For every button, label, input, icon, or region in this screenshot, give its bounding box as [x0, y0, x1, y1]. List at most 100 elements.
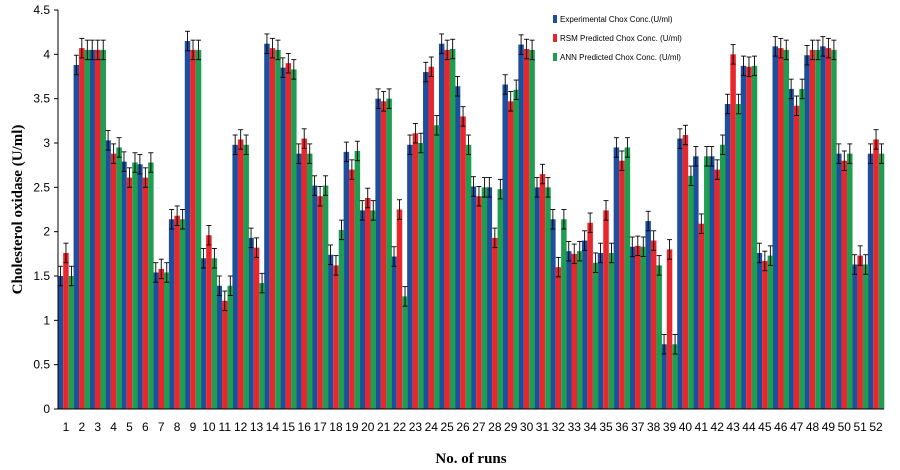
error-bar: [857, 245, 863, 266]
error-bar: [799, 78, 805, 100]
bar-series-1-run-39: [661, 344, 667, 409]
error-bar: [476, 185, 482, 207]
bar-series-3-run-35: [608, 252, 615, 409]
error-bar: [164, 262, 170, 283]
error-bar: [709, 146, 715, 167]
bar-series-1-run-18: [327, 254, 334, 409]
error-bar: [296, 143, 302, 164]
bar-series-3-run-45: [767, 255, 774, 409]
bar-series-1-run-27: [470, 186, 477, 409]
y-tick-label: 1: [43, 313, 50, 327]
x-tick-label: 15: [282, 420, 296, 434]
bar-series-2-run-34: [587, 222, 593, 409]
error-bar: [598, 242, 604, 264]
x-tick-label: 29: [504, 420, 518, 434]
error-bar: [492, 227, 498, 249]
bar-series-3-run-23: [418, 143, 424, 409]
bars-layer: [57, 41, 885, 410]
bar-series-1-run-31: [534, 187, 540, 409]
y-tick-label: 3.5: [33, 92, 50, 106]
error-bar: [688, 165, 694, 187]
bar-series-2-run-27: [476, 196, 482, 409]
bar-series-3-run-33: [577, 251, 583, 409]
error-bar: [582, 230, 588, 251]
bar-series-3-run-20: [370, 210, 376, 409]
x-tick-label: 14: [266, 420, 280, 434]
error-bar: [397, 199, 403, 220]
error-bar: [327, 244, 333, 265]
bar-series-1-run-52: [867, 153, 874, 409]
bar-series-3-run-11: [227, 285, 234, 409]
error-bar: [873, 129, 879, 150]
x-tick-label: 22: [393, 420, 407, 434]
bar-series-3-run-30: [529, 49, 535, 410]
bar-series-1-run-23: [407, 144, 413, 410]
bar-series-3-run-32: [561, 219, 567, 409]
error-bar: [470, 176, 476, 197]
bar-series-2-run-45: [762, 260, 768, 409]
x-tick-label: 7: [158, 420, 165, 434]
error-bar: [412, 123, 418, 144]
error-bar: [667, 239, 673, 260]
error-bar: [121, 151, 127, 172]
x-tick-label: 4: [110, 420, 117, 434]
bar-series-3-run-44: [751, 65, 758, 410]
bar-series-2-run-13: [253, 247, 260, 409]
error-bar: [450, 38, 456, 60]
error-bar: [148, 152, 154, 173]
x-tick-label: 16: [298, 420, 312, 434]
x-tick-label: 52: [869, 420, 883, 434]
error-bar: [524, 38, 530, 60]
bar-series-1-run-4: [105, 140, 111, 409]
bar-series-3-run-3: [100, 49, 106, 410]
bar-series-1-run-3: [89, 49, 95, 410]
error-bar: [174, 205, 180, 226]
error-bar: [338, 219, 344, 241]
error-bar: [206, 225, 212, 246]
x-tick-label: 3: [94, 420, 101, 434]
error-bar: [577, 240, 583, 262]
x-tick-label: 38: [647, 420, 661, 434]
bar-series-2-run-23: [412, 133, 419, 409]
y-tick-label: 0: [43, 402, 50, 416]
bar-series-1-run-14: [264, 43, 270, 410]
x-tick-label: 24: [425, 420, 439, 434]
error-bar: [434, 115, 440, 136]
bar-series-2-run-25: [444, 49, 450, 410]
bar-series-2-run-6: [142, 177, 149, 409]
bar-series-3-run-10: [211, 258, 218, 409]
error-bar: [211, 248, 217, 269]
x-tick-label: 46: [774, 420, 788, 434]
bar-series-1-run-2: [73, 64, 80, 410]
error-bar: [238, 129, 244, 150]
error-bar: [466, 134, 472, 155]
error-bar: [804, 45, 810, 66]
bar-series-3-run-7: [164, 272, 170, 409]
bar-series-2-run-33: [571, 253, 577, 409]
x-tick-label: 50: [838, 420, 852, 434]
bar-series-3-run-8: [179, 219, 186, 409]
bar-series-1-run-6: [137, 164, 143, 409]
bar-series-3-run-41: [704, 156, 710, 409]
error-bar: [820, 36, 826, 57]
bar-series-1-run-20: [359, 210, 365, 409]
legend-item-1: Experimental Chox Conc.(U/ml): [553, 15, 673, 24]
error-bar: [142, 167, 148, 188]
legend-swatch: [553, 53, 557, 61]
bar-series-1-run-38: [645, 221, 651, 409]
error-bar: [402, 286, 408, 307]
error-bar: [693, 146, 699, 167]
bar-series-2-run-47: [793, 105, 800, 409]
error-bar: [418, 132, 424, 154]
error-bar: [343, 141, 349, 163]
bar-series-3-run-24: [434, 125, 440, 410]
error-bar: [868, 143, 874, 164]
error-bar: [280, 57, 286, 78]
error-bar: [423, 61, 429, 83]
bar-series-3-run-46: [783, 49, 789, 410]
bar-series-3-run-34: [592, 262, 599, 409]
bar-series-3-run-6: [148, 162, 154, 409]
error-bar: [349, 159, 355, 180]
bar-series-3-run-38: [656, 265, 662, 409]
error-bar: [502, 74, 508, 95]
